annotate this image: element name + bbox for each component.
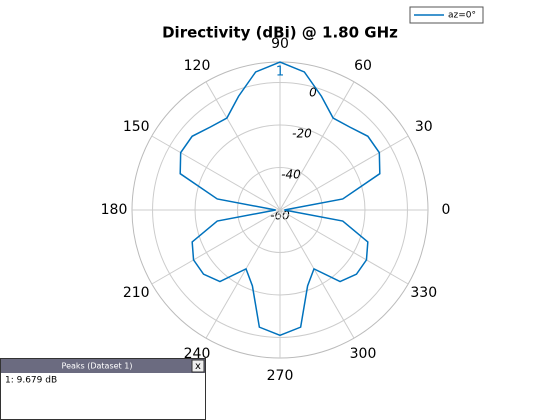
- grid-spoke: [279, 209, 409, 285]
- theta-tick-label: 120: [184, 58, 211, 74]
- grid-spoke: [151, 209, 281, 285]
- theta-tick-label: 60: [354, 58, 372, 74]
- chart-title: Directivity (dBi) @ 1.80 GHz: [162, 24, 398, 42]
- peak-marker: 1: [276, 65, 284, 80]
- theta-tick-label: 150: [123, 119, 150, 135]
- legend-label: az=0°: [448, 11, 476, 21]
- grid-spoke: [205, 81, 281, 211]
- grid-spoke: [151, 135, 281, 211]
- theta-tick-label: 0: [442, 202, 451, 218]
- grid-spoke: [279, 81, 355, 211]
- theta-tick-label: 90: [271, 36, 289, 52]
- grid-spoke: [279, 135, 409, 211]
- r-tick-label: -40: [281, 167, 301, 181]
- theta-tick-label: 270: [267, 368, 294, 384]
- r-tick-label: 0: [309, 85, 317, 99]
- close-button[interactable]: [191, 359, 205, 373]
- theta-tick-label: 180: [101, 202, 128, 218]
- pattern-line: [179, 61, 381, 337]
- legend-box: [409, 6, 484, 24]
- theta-tick-label: 330: [410, 285, 437, 301]
- theta-tick-label: 210: [123, 285, 150, 301]
- close-label[interactable]: x: [195, 361, 201, 372]
- theta-tick-label: 300: [350, 346, 377, 362]
- peaks-panel: Peaks (Dataset 1) x 1: 9.679 dB: [0, 358, 206, 420]
- grid-spoke: [205, 209, 281, 339]
- theta-tick-label: 240: [184, 346, 211, 362]
- grid-spoke: [279, 209, 355, 339]
- panel-title: Peaks (Dataset 1): [62, 362, 133, 371]
- r-tick-label: -20: [292, 126, 312, 140]
- panel-header: [1, 359, 205, 373]
- panel-row: 1: 9.679 dB: [5, 376, 57, 386]
- theta-tick-label: 30: [415, 119, 433, 135]
